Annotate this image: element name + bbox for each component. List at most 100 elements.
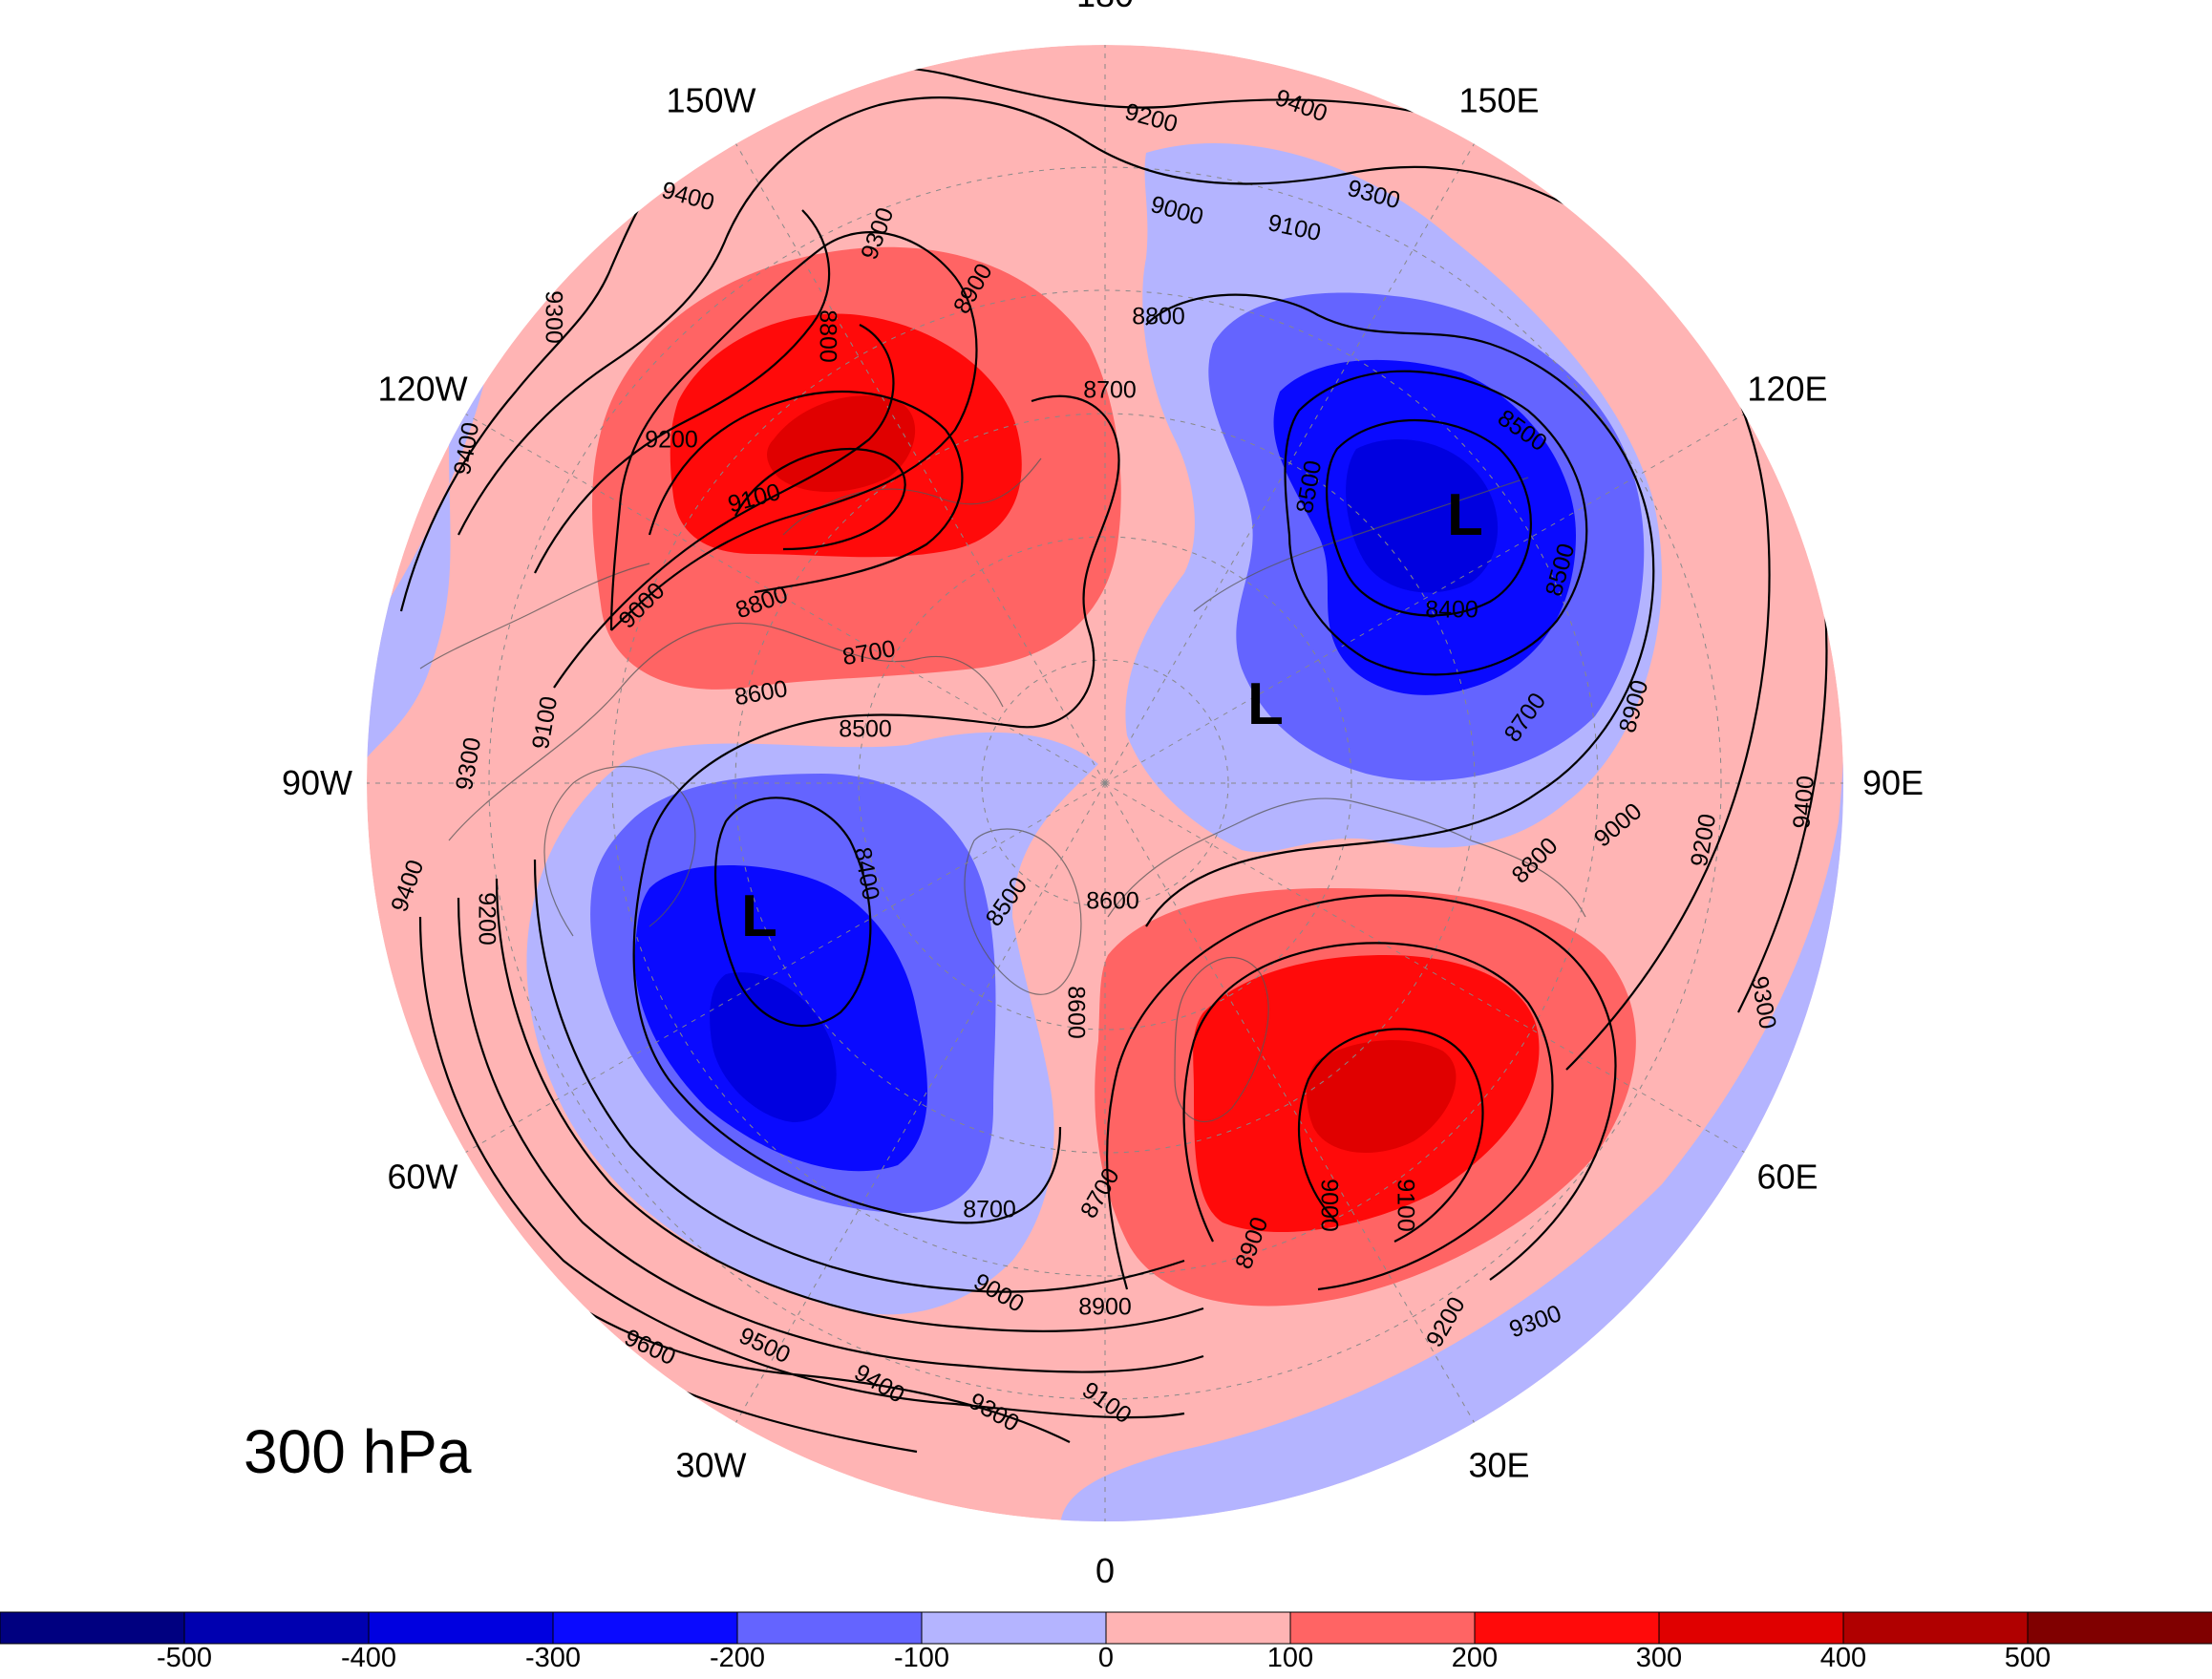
colorbar-tick-label: -500 [157,1643,212,1673]
contour-jet-atlantic-3 [457,897,1204,1373]
colorbar-tick-label: -200 [710,1643,765,1673]
colorbar-bin [2027,1611,2212,1645]
contour-europe-ridge-1 [1106,894,1617,1290]
longitude-labels: 180 150E 120E 90E 60E 30E 0 30W 60W 90W 120W 150W [282,0,1924,1590]
colorbar-bin [0,1611,185,1645]
contour-label: 8400 [1425,597,1478,624]
contour-label: 9200 [645,427,698,454]
longitude-label: 180 [1076,0,1134,14]
longitude-label: 30W [675,1445,746,1484]
contour-label: 9000 [1315,1179,1342,1232]
graticule [367,45,1843,1521]
anomaly-400-neg-atlantic [710,972,837,1122]
colorbar-bin [736,1611,923,1645]
contour-label: 8700 [1083,377,1137,404]
negative-core-bands [590,292,1645,1213]
colorbar-tick-label: 0 [1098,1643,1114,1673]
colorbar-tick-label: -300 [525,1643,581,1673]
contour-label: 9400 [1788,775,1819,830]
meridian-line [1104,143,1475,784]
longitude-label: 150W [666,81,755,120]
contour-9100 [553,324,895,689]
meridian-line [735,782,1106,1423]
contour-8900 [1182,942,1554,1291]
colorbar-tick-label: 100 [1267,1643,1313,1673]
colorbar-bin [552,1611,738,1645]
longitude-label: 0 [1095,1551,1115,1590]
colorbar-bin [1289,1611,1476,1645]
anomaly-300-pos-pacific [767,395,916,492]
coastline-north-america [448,622,1004,841]
contour-8700 [632,394,1120,1224]
colorbar-tick-label: 500 [2005,1643,2051,1673]
colorbar-tick-label: 200 [1452,1643,1498,1673]
contour-label: 9300 [540,290,566,344]
map-outlines [419,457,1586,1122]
colorbar: -500 -400 -300 -200 -100 0 100 200 300 400 500 [0,1611,2212,1673]
height-contours [380,65,1828,1454]
contour-label: 8600 [1062,986,1089,1039]
low-markers: L L L [741,482,1483,949]
anomaly-400-neg-siberia [1346,439,1499,593]
coastline-eurasia [1107,797,1586,918]
contour-8600 [714,797,872,1028]
colorbar-tick-label: -400 [341,1643,396,1673]
colorbar-bin [368,1611,554,1645]
low-pressure-marker: L [741,883,777,949]
contour-jet-atlantic-2 [495,878,1204,1333]
coastline-hudson-bay [543,765,696,937]
contour-9000 [609,231,978,631]
latitude-circle [611,289,1599,1277]
colorbar-tick-label: -100 [894,1643,949,1673]
low-pressure-marker: L [1247,671,1284,737]
meridian-line [1104,782,1745,1153]
colorbar-bin [1842,1611,2029,1645]
colorbar-bin [1474,1611,1660,1645]
contour-pacific-ridge-1 [648,390,964,594]
anomaly-shading [367,45,1843,1521]
positive-core-bands [592,246,1636,1307]
contour-label: 9100 [1392,1179,1418,1232]
longitude-label: 60W [388,1158,458,1197]
contour-label: 9200 [473,892,500,946]
coastline-siberia [1193,477,1529,612]
contour-label: 8800 [814,309,840,363]
contour-pacific-ridge-2 [734,447,906,551]
meridian-line [1104,782,1475,1423]
contour-8400 [1326,419,1532,617]
contour-9200 [534,209,831,574]
contour-label: 8700 [963,1197,1016,1223]
longitude-label: 30E [1468,1445,1529,1484]
latitude-circle [981,659,1229,907]
longitude-label: 120E [1747,370,1827,409]
colorbar-bin [183,1611,370,1645]
longitude-label: 150E [1458,81,1539,120]
meridian-line [1104,414,1745,784]
contour-europe-ridge-2 [1297,1028,1484,1243]
longitude-label: 90W [282,763,352,802]
colorbar-bin [1658,1611,1844,1645]
coastline-scandinavia [1174,957,1269,1122]
meridian-line [465,414,1106,784]
colorbar-tick-label: 300 [1636,1643,1682,1673]
contour-jet-atlantic-1 [533,859,1185,1293]
pressure-level-label: 300 hPa [244,1417,472,1486]
anomaly-band-negative-outer-west [367,45,888,1031]
contour-8500 [1284,370,1588,676]
meridian-line [465,782,1106,1153]
low-pressure-marker: L [1447,482,1483,548]
anomaly-300-pos-europe [1307,1040,1457,1153]
colorbar-tick-label: 400 [1820,1643,1866,1673]
longitude-label: 60E [1756,1158,1818,1197]
contour-9300 [457,96,1771,1071]
contour-label: 8800 [1132,304,1185,330]
contour-label: 8900 [1078,1294,1132,1321]
contour-jet-atlantic-4 [418,916,1185,1419]
longitude-label: 90E [1862,763,1924,802]
contour-label: 8600 [1086,888,1139,915]
latitude-circle [488,166,1722,1400]
contour-label: 8500 [839,716,892,743]
colorbar-bin [1105,1611,1291,1645]
